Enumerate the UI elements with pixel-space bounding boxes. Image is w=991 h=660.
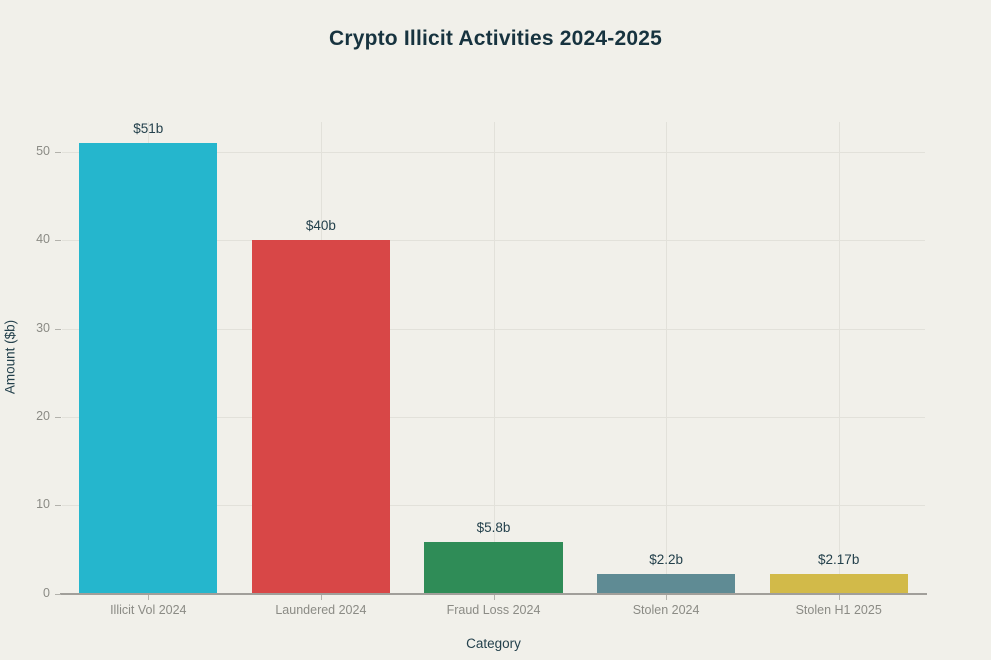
x-gridline <box>838 122 840 594</box>
y-tick-mark <box>55 152 61 154</box>
x-tick-label: Fraud Loss 2024 <box>446 602 541 617</box>
x-gridline <box>666 122 668 594</box>
x-tick-label: Stolen 2024 <box>632 602 700 617</box>
y-tick-label: 10 <box>36 497 50 512</box>
x-axis-line <box>60 593 927 595</box>
y-tick-label: 0 <box>43 585 50 600</box>
y-tick-mark <box>55 593 61 595</box>
x-tick-mark <box>493 595 495 600</box>
y-tick-mark <box>55 328 61 330</box>
x-tick-mark <box>666 595 668 600</box>
y-tick-mark <box>55 240 61 242</box>
bar <box>251 240 390 594</box>
y-tick-mark <box>55 416 61 418</box>
bar-value-label: $40b <box>305 218 336 234</box>
bar-value-label: $5.8b <box>476 520 511 536</box>
x-tick-label: Illicit Vol 2024 <box>110 602 187 617</box>
y-tick-mark <box>55 505 61 507</box>
bar <box>424 542 563 594</box>
x-tick-label: Stolen H1 2025 <box>795 602 882 617</box>
y-tick-label: 30 <box>36 320 50 335</box>
bar <box>769 574 908 594</box>
bar-value-label: $2.17b <box>818 552 860 568</box>
x-axis-label: Category <box>466 636 521 651</box>
x-tick-mark <box>838 595 840 600</box>
bar <box>79 143 218 594</box>
x-tick-mark <box>148 595 150 600</box>
y-tick-label: 50 <box>36 144 50 159</box>
x-gridline <box>493 122 495 594</box>
x-tick-label: Laundered 2024 <box>275 602 367 617</box>
bar-value-label: $51b <box>133 121 164 137</box>
chart-title: Crypto Illicit Activities 2024-2025 <box>328 27 663 50</box>
y-tick-label: 40 <box>36 232 50 247</box>
x-tick-mark <box>320 595 322 600</box>
plot-area <box>62 122 925 595</box>
bar <box>597 574 736 594</box>
y-tick-label: 20 <box>36 408 50 423</box>
bar-value-label: $2.2b <box>649 552 683 568</box>
